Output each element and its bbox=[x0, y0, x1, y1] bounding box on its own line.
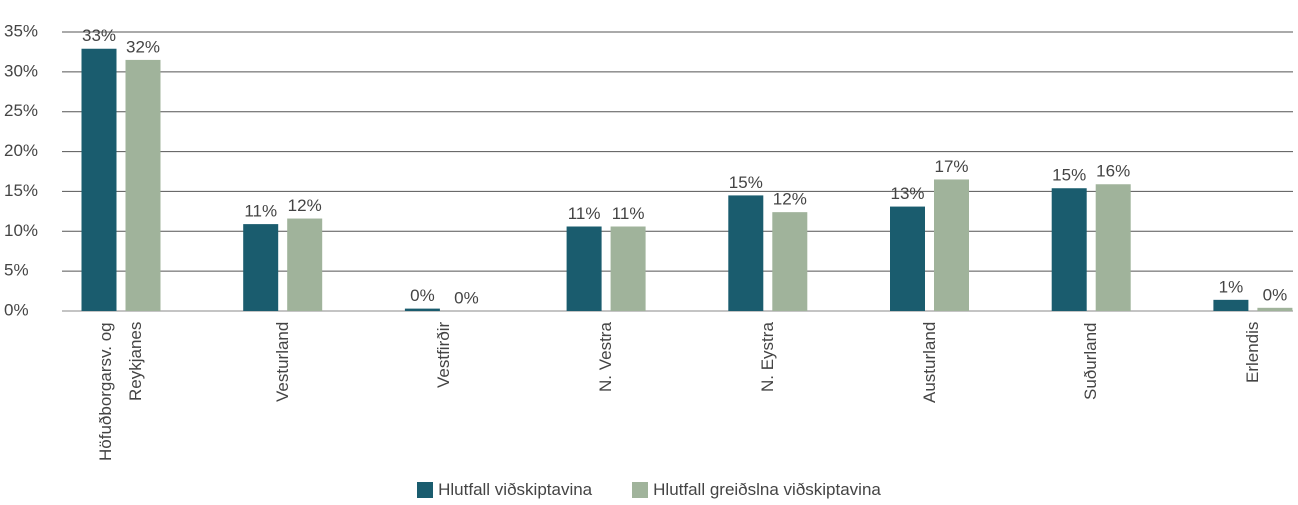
data-label: 0% bbox=[410, 286, 435, 305]
y-tick-label: 0% bbox=[4, 300, 29, 319]
data-label: 12% bbox=[288, 196, 322, 215]
bar bbox=[81, 48, 117, 312]
bar bbox=[934, 179, 969, 311]
x-tick-label: N. Eystra bbox=[757, 322, 777, 392]
data-label: 11% bbox=[244, 202, 277, 221]
data-label: 32% bbox=[126, 37, 160, 56]
data-label: 1% bbox=[1219, 277, 1244, 296]
x-tick-label: Vestfirðir bbox=[434, 322, 454, 389]
bar bbox=[243, 224, 279, 311]
bar bbox=[890, 206, 925, 311]
bar bbox=[1095, 184, 1131, 311]
y-tick-label: 30% bbox=[4, 61, 38, 80]
legend: Hlutfall viðskiptavina Hlutfall greiðslna… bbox=[0, 480, 1298, 500]
x-tick-label: Vesturland bbox=[272, 322, 292, 403]
legend-swatch bbox=[632, 482, 649, 498]
x-tick-label: Höfuðborgarsv. og Reykjanes bbox=[96, 322, 145, 461]
bar bbox=[1257, 307, 1293, 311]
legend-item: Hlutfall viðskiptavina bbox=[417, 480, 592, 500]
bar bbox=[728, 195, 764, 311]
data-label: 13% bbox=[890, 184, 924, 203]
x-tick-label: Suðurland bbox=[1081, 322, 1101, 400]
legend-item: Hlutfall greiðslna viðskiptavina bbox=[632, 480, 881, 500]
data-label: 11% bbox=[568, 204, 601, 223]
y-tick-label: 15% bbox=[4, 181, 38, 200]
legend-swatch bbox=[417, 482, 434, 498]
bar bbox=[566, 226, 602, 311]
data-label: 0% bbox=[454, 288, 479, 307]
data-label: 17% bbox=[934, 157, 968, 176]
data-label: 16% bbox=[1096, 162, 1130, 181]
legend-label: Hlutfall viðskiptavina bbox=[438, 480, 593, 499]
legend-label: Hlutfall greiðslna viðskiptavina bbox=[653, 480, 881, 499]
y-tick-label: 20% bbox=[4, 141, 38, 160]
bar bbox=[125, 59, 161, 312]
x-tick-label: N. Vestra bbox=[596, 322, 616, 392]
bar bbox=[1213, 299, 1249, 311]
bar bbox=[772, 212, 808, 311]
y-tick-label: 25% bbox=[4, 101, 38, 120]
y-tick-label: 35% bbox=[4, 21, 38, 40]
data-label: 15% bbox=[729, 173, 763, 192]
bar bbox=[1051, 188, 1087, 311]
data-label: 11% bbox=[612, 204, 645, 223]
bar bbox=[404, 308, 440, 311]
data-label: 12% bbox=[773, 190, 807, 209]
x-tick-label: Austurland bbox=[919, 322, 939, 404]
y-tick-label: 5% bbox=[4, 261, 29, 280]
data-label: 33% bbox=[82, 26, 116, 45]
bar bbox=[610, 226, 646, 311]
data-label: 0% bbox=[1263, 285, 1288, 304]
data-label: 15% bbox=[1052, 166, 1086, 185]
bar bbox=[287, 218, 323, 311]
x-tick-label: Erlendis bbox=[1242, 322, 1262, 384]
y-tick-label: 10% bbox=[4, 221, 38, 240]
